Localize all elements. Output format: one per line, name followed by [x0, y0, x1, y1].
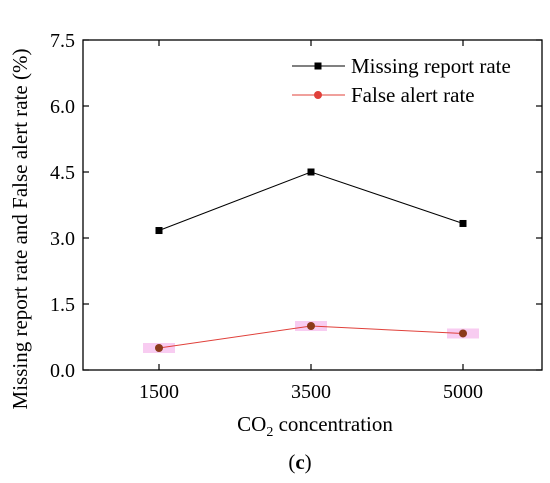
legend-marker-square [314, 62, 322, 70]
series-line-missing [158, 171, 464, 231]
y-tick-label: 1.5 [50, 294, 75, 316]
caption-letter: c [295, 450, 304, 474]
x-axis-title-main: CO [237, 412, 266, 436]
x-axis-title: CO2 concentration [237, 412, 393, 440]
series-layer [143, 168, 479, 353]
data-point [155, 344, 163, 352]
data-point [459, 219, 467, 227]
data-point [155, 227, 163, 235]
x-axis-title-rest: concentration [273, 412, 393, 436]
x-axis-title-subscript: 2 [266, 425, 273, 440]
y-axis-title: Missing report rate and False alert rate… [8, 49, 32, 410]
y-axis: 0.0 1.5 3.0 4.5 6.0 7.5 [50, 30, 542, 382]
y-tick-label: 7.5 [50, 30, 75, 52]
x-tick-label: 5000 [443, 381, 483, 403]
legend-label-missing: Missing report rate [351, 54, 511, 78]
plot-frame [82, 39, 543, 371]
x-tick-label: 1500 [139, 381, 179, 403]
legend: Missing report rate False alert rate [292, 54, 511, 107]
x-axis: 1500 3500 5000 [139, 40, 483, 403]
data-point [307, 168, 315, 176]
data-point [459, 329, 467, 338]
x-tick-label: 3500 [291, 381, 331, 403]
data-point [307, 322, 315, 330]
legend-marker-circle [314, 91, 322, 99]
y-tick-label: 0.0 [50, 360, 75, 382]
y-tick-label: 4.5 [50, 162, 75, 184]
legend-label-false: False alert rate [351, 83, 475, 107]
caption-close: ) [305, 450, 312, 474]
y-tick-label: 3.0 [50, 228, 75, 250]
figure-caption: (c) [288, 450, 311, 474]
y-tick-label: 6.0 [50, 96, 75, 118]
caption-open: ( [288, 450, 295, 474]
